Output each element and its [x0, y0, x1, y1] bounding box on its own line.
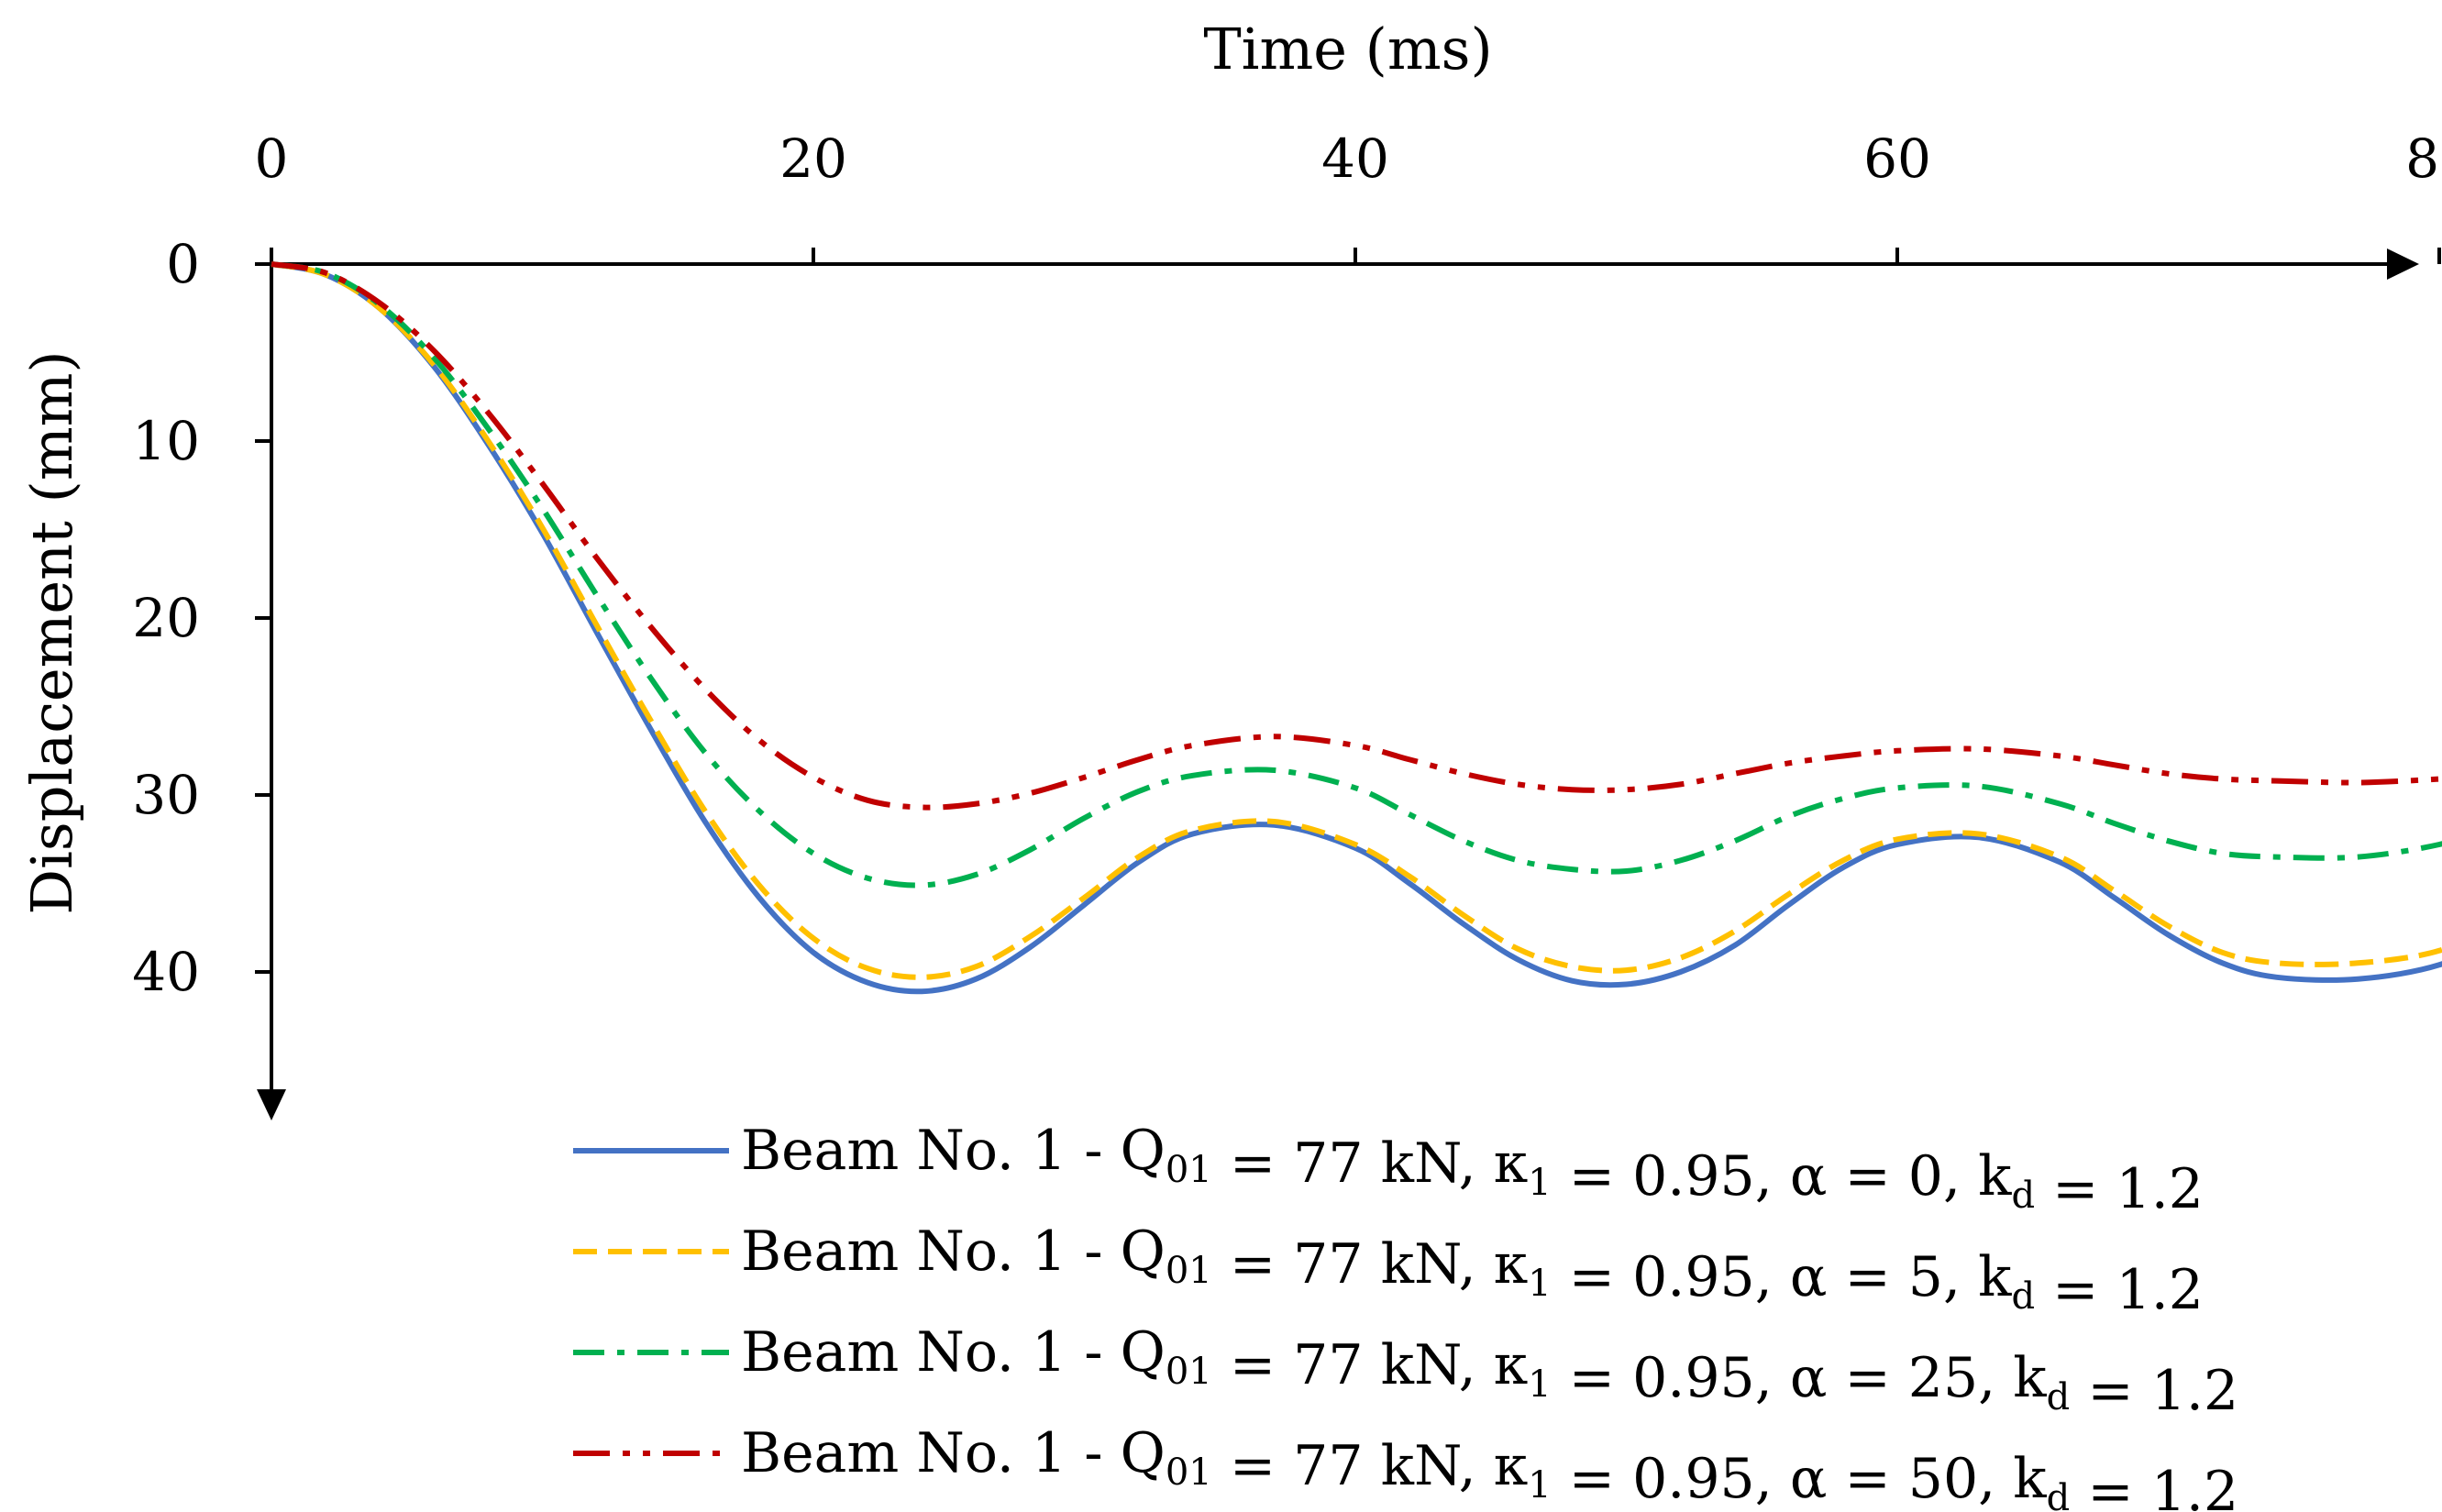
x-axis-title: Time (ms) — [1203, 16, 1492, 83]
y-axis-arrowhead — [257, 1089, 286, 1120]
series-layer — [271, 261, 2442, 995]
series-line-alpha-0 — [271, 261, 2442, 995]
y-tick-label: 20 — [132, 587, 200, 649]
y-ticks: 0 10 20 30 40 — [132, 233, 271, 1003]
x-axis-arrowhead — [2387, 248, 2419, 280]
legend: Beam No. 1 - Q01 = 77 kN, κ1 = 0.95, α =… — [573, 1119, 2238, 1512]
y-axis-title: Displacement (mm) — [18, 350, 85, 914]
x-tick-label: 40 — [1321, 127, 1389, 190]
series-line-alpha-5 — [271, 261, 2442, 980]
legend-label: Beam No. 1 - Q01 = 77 kN, κ1 = 0.95, α =… — [741, 1220, 2204, 1322]
axes — [257, 248, 2419, 1120]
x-tick-label: 20 — [779, 127, 847, 190]
x-ticks: 020406080100120140 — [255, 127, 2442, 264]
series-line-alpha-50 — [271, 261, 2442, 811]
y-tick-label: 30 — [132, 764, 200, 826]
legend-label: Beam No. 1 - Q01 = 77 kN, κ1 = 0.95, α =… — [741, 1421, 2238, 1512]
legend-label: Beam No. 1 - Q01 = 77 kN, κ1 = 0.95, α =… — [741, 1119, 2204, 1221]
legend-label: Beam No. 1 - Q01 = 77 kN, κ1 = 0.95, α =… — [741, 1320, 2238, 1423]
x-tick-label: 0 — [255, 127, 289, 190]
x-tick-label: 80 — [2405, 127, 2442, 190]
y-tick-label: 10 — [132, 410, 200, 472]
x-tick-label: 60 — [1863, 127, 1931, 190]
y-tick-label: 40 — [132, 941, 200, 1003]
series-line-alpha-25 — [271, 261, 2442, 888]
y-tick-label: 0 — [166, 233, 200, 295]
